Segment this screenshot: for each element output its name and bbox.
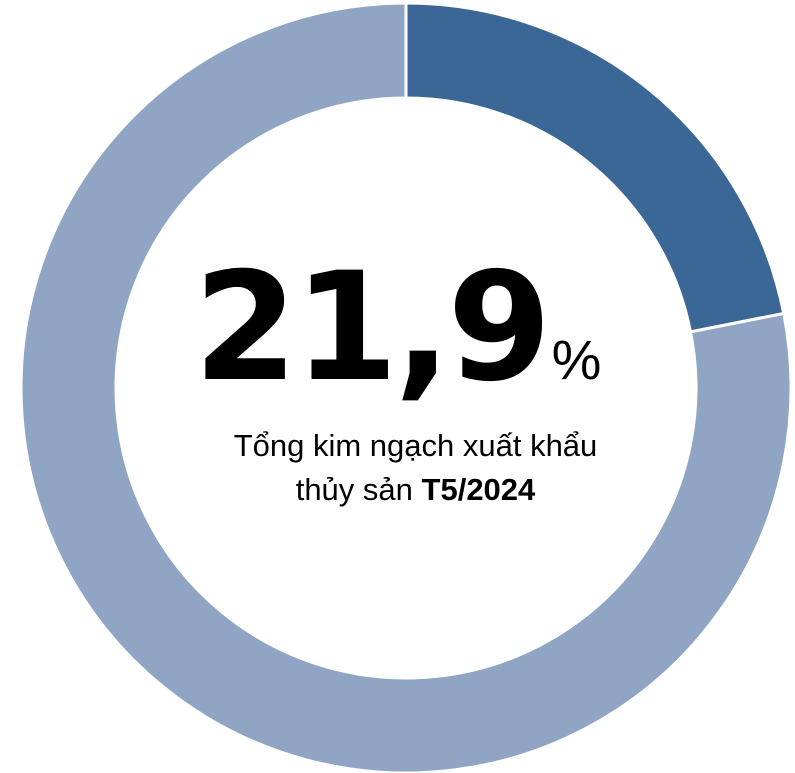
center-value-unit: % bbox=[551, 328, 602, 391]
caption-period: T5/2024 bbox=[421, 472, 536, 507]
center-value: 21,9% bbox=[0, 248, 795, 408]
donut-slice-2 bbox=[19, 1, 793, 773]
caption-line-2-text: thủy sản bbox=[295, 472, 413, 507]
center-caption: Tổng kim ngạch xuất khẩu thủy sản T5/202… bbox=[0, 424, 795, 512]
caption-line-2: thủy sản T5/2024 bbox=[36, 468, 795, 512]
caption-line-1: Tổng kim ngạch xuất khẩu bbox=[233, 428, 598, 463]
center-value-number: 21,9 bbox=[193, 241, 552, 415]
